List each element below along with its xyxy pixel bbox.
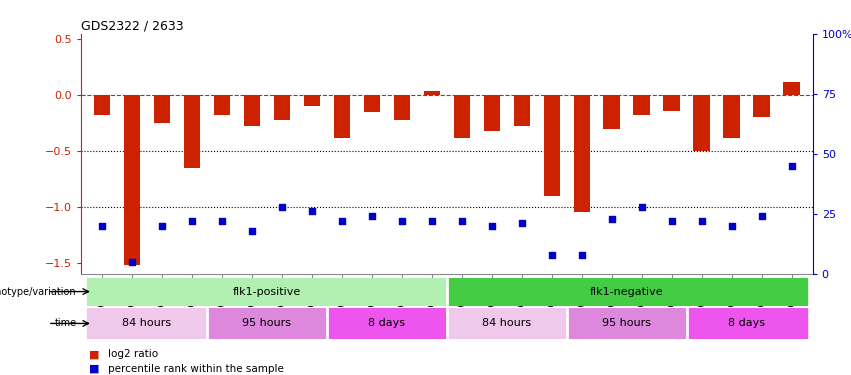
Bar bbox=[304, 95, 320, 106]
Bar bbox=[184, 95, 200, 168]
Point bbox=[395, 218, 408, 224]
Text: genotype/variation: genotype/variation bbox=[0, 286, 77, 297]
Bar bbox=[574, 95, 590, 212]
Text: 95 hours: 95 hours bbox=[603, 318, 651, 328]
Bar bbox=[633, 95, 650, 115]
Bar bbox=[424, 91, 440, 95]
Text: flk1-negative: flk1-negative bbox=[590, 286, 664, 297]
Point bbox=[605, 216, 619, 222]
Point bbox=[305, 209, 318, 214]
Bar bbox=[207, 308, 327, 339]
Point bbox=[185, 218, 198, 224]
Bar bbox=[784, 82, 800, 95]
Point bbox=[755, 213, 768, 219]
Point bbox=[575, 252, 589, 258]
Text: 84 hours: 84 hours bbox=[483, 318, 531, 328]
Text: flk1-positive: flk1-positive bbox=[232, 286, 301, 297]
Point bbox=[95, 223, 109, 229]
Point bbox=[215, 218, 229, 224]
Point bbox=[425, 218, 438, 224]
Point bbox=[275, 204, 288, 210]
Point bbox=[485, 223, 499, 229]
Text: 8 days: 8 days bbox=[728, 318, 765, 328]
Point bbox=[455, 218, 469, 224]
Bar bbox=[393, 95, 410, 120]
Point bbox=[515, 220, 528, 226]
Text: 84 hours: 84 hours bbox=[123, 318, 171, 328]
Point bbox=[635, 204, 648, 210]
Bar bbox=[214, 95, 230, 115]
Bar bbox=[687, 308, 807, 339]
Point bbox=[725, 223, 739, 229]
Point bbox=[545, 252, 558, 258]
Bar bbox=[694, 95, 710, 151]
Text: 8 days: 8 days bbox=[368, 318, 405, 328]
Bar bbox=[603, 95, 620, 129]
Bar bbox=[723, 95, 740, 138]
Bar bbox=[363, 95, 380, 112]
Point bbox=[245, 228, 259, 234]
Bar bbox=[447, 308, 567, 339]
Bar bbox=[123, 95, 140, 265]
Bar bbox=[513, 95, 530, 126]
Bar bbox=[334, 95, 350, 138]
Point bbox=[365, 213, 379, 219]
Bar bbox=[664, 95, 680, 111]
Bar bbox=[454, 95, 470, 138]
Bar bbox=[753, 95, 770, 117]
Text: 95 hours: 95 hours bbox=[243, 318, 291, 328]
Point bbox=[155, 223, 168, 229]
Bar bbox=[544, 95, 560, 196]
Bar bbox=[87, 308, 207, 339]
Text: time: time bbox=[54, 318, 77, 328]
Text: GDS2322 / 2633: GDS2322 / 2633 bbox=[81, 20, 184, 33]
Bar bbox=[447, 278, 807, 305]
Point bbox=[665, 218, 678, 224]
Bar bbox=[273, 95, 290, 120]
Bar bbox=[567, 308, 687, 339]
Text: log2 ratio: log2 ratio bbox=[108, 350, 158, 359]
Bar bbox=[153, 95, 170, 123]
Point bbox=[335, 218, 349, 224]
Text: ■: ■ bbox=[89, 350, 100, 359]
Bar bbox=[243, 95, 260, 126]
Text: ■: ■ bbox=[89, 364, 100, 374]
Text: percentile rank within the sample: percentile rank within the sample bbox=[108, 364, 284, 374]
Bar bbox=[483, 95, 500, 131]
Point bbox=[125, 259, 139, 265]
Point bbox=[695, 218, 709, 224]
Bar bbox=[87, 278, 447, 305]
Bar bbox=[327, 308, 447, 339]
Point bbox=[785, 163, 798, 169]
Bar bbox=[94, 95, 110, 115]
